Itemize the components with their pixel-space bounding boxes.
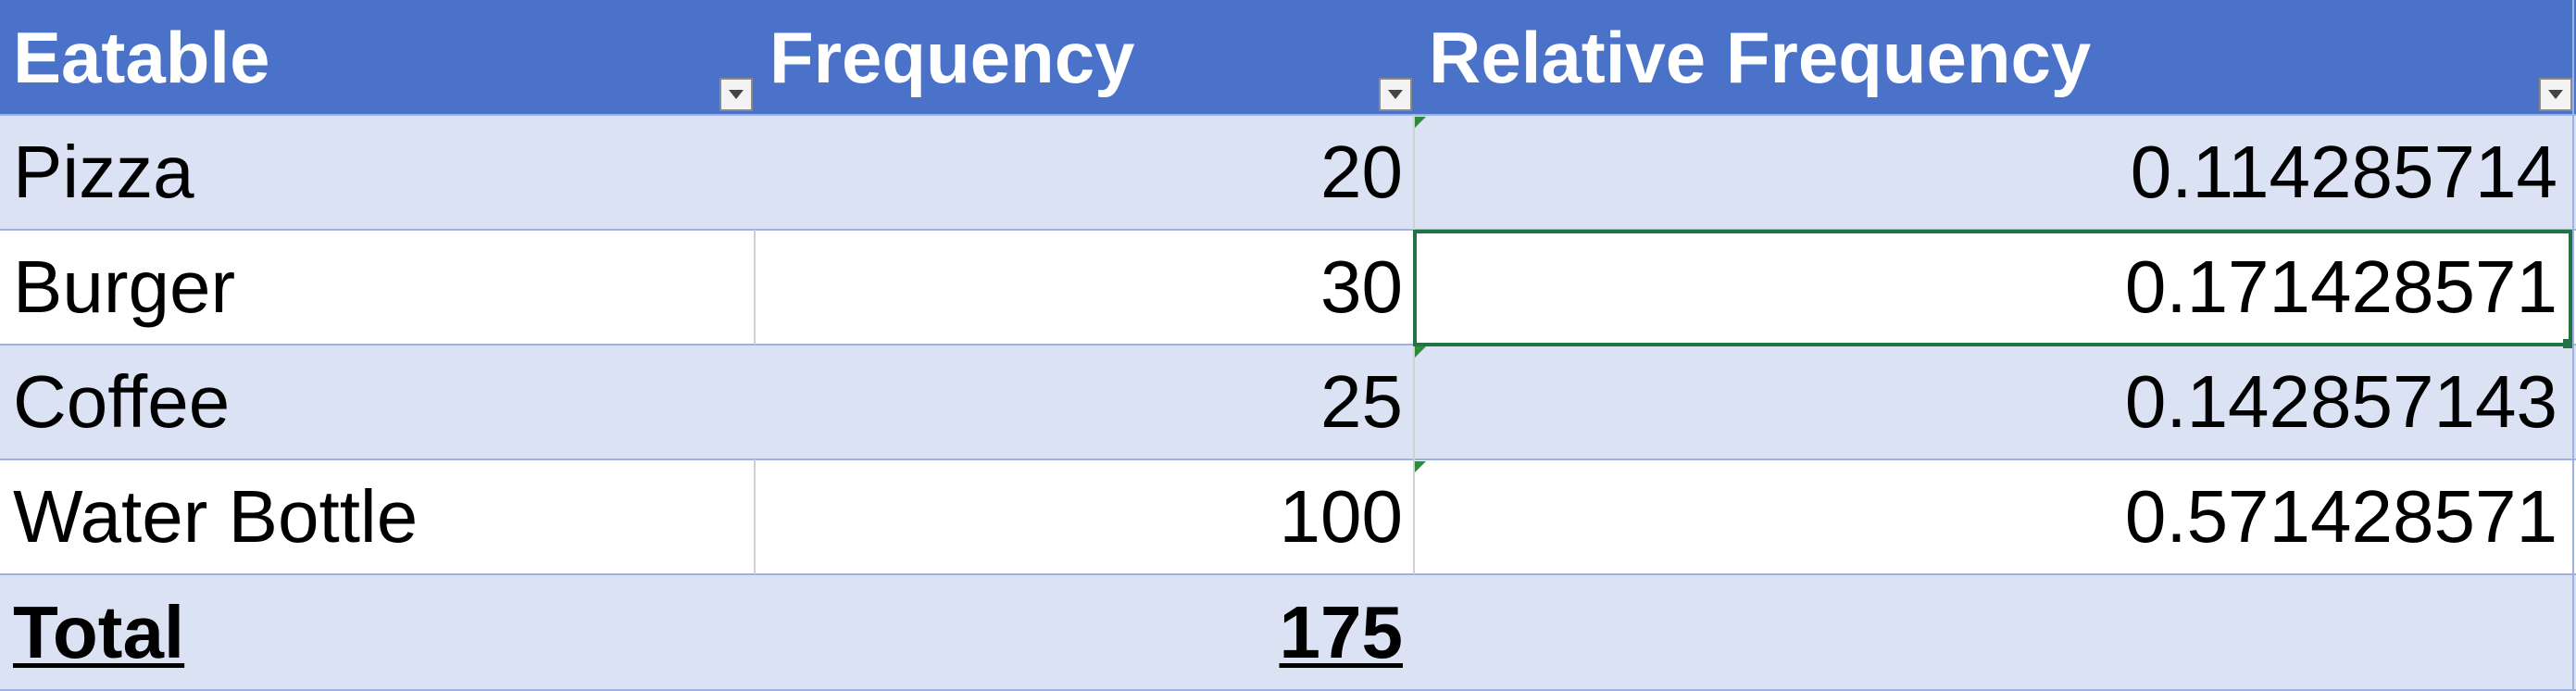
total-row: Total 175 (0, 574, 2576, 691)
frequency-cell[interactable]: 30 (1320, 245, 1403, 328)
eatable-cell[interactable]: Coffee (13, 360, 231, 443)
relative-frequency-cell[interactable]: 0.571428571 (2124, 475, 2557, 558)
table-header-row: Eatable Frequency Relative Frequency (0, 0, 2576, 115)
row-divider (0, 459, 2576, 460)
row-divider (0, 229, 2576, 231)
eatable-cell[interactable]: Pizza (13, 131, 194, 213)
relative-frequency-cell[interactable]: 0.142857143 (2124, 360, 2557, 443)
frequency-cell[interactable]: 100 (1279, 475, 1403, 558)
header-relative-frequency[interactable]: Relative Frequency (1429, 16, 2092, 98)
frequency-cell[interactable]: 20 (1320, 131, 1403, 213)
eatable-filter-dropdown-icon[interactable] (719, 78, 753, 111)
row-divider (0, 689, 2576, 691)
column-divider (754, 459, 756, 574)
total-frequency[interactable]: 175 (1279, 591, 1403, 673)
total-relative-frequency-cell[interactable] (1414, 574, 2576, 691)
table-row: Water Bottle 100 0.571428571 (0, 459, 2576, 574)
table-row: Burger 30 0.171428571 (0, 230, 2576, 345)
column-divider (1413, 115, 1415, 574)
table-row: Coffee 25 0.142857143 (0, 345, 2576, 459)
relative-frequency-cell[interactable]: 0.114285714 (2130, 131, 2557, 213)
relative-frequency-cell[interactable]: 0.171428571 (2124, 245, 2557, 328)
green-triangle-icon (1415, 461, 1426, 472)
green-triangle-icon (1415, 346, 1426, 358)
header-eatable[interactable]: Eatable (13, 16, 270, 98)
row-divider (0, 344, 2576, 346)
header-frequency[interactable]: Frequency (769, 16, 1135, 98)
frequency-cell[interactable]: 25 (1320, 360, 1403, 443)
table-right-border (2572, 0, 2574, 691)
column-divider (754, 230, 756, 345)
table-row: Pizza 20 0.114285714 (0, 115, 2576, 230)
eatable-cell[interactable]: Water Bottle (13, 475, 419, 558)
relative-frequency-filter-dropdown-icon[interactable] (2539, 78, 2572, 111)
total-label[interactable]: Total (13, 591, 185, 673)
green-triangle-icon (1415, 117, 1426, 128)
row-divider (0, 114, 2576, 116)
frequency-filter-dropdown-icon[interactable] (1379, 78, 1412, 111)
row-divider (0, 573, 2576, 575)
eatable-cell[interactable]: Burger (13, 245, 236, 328)
